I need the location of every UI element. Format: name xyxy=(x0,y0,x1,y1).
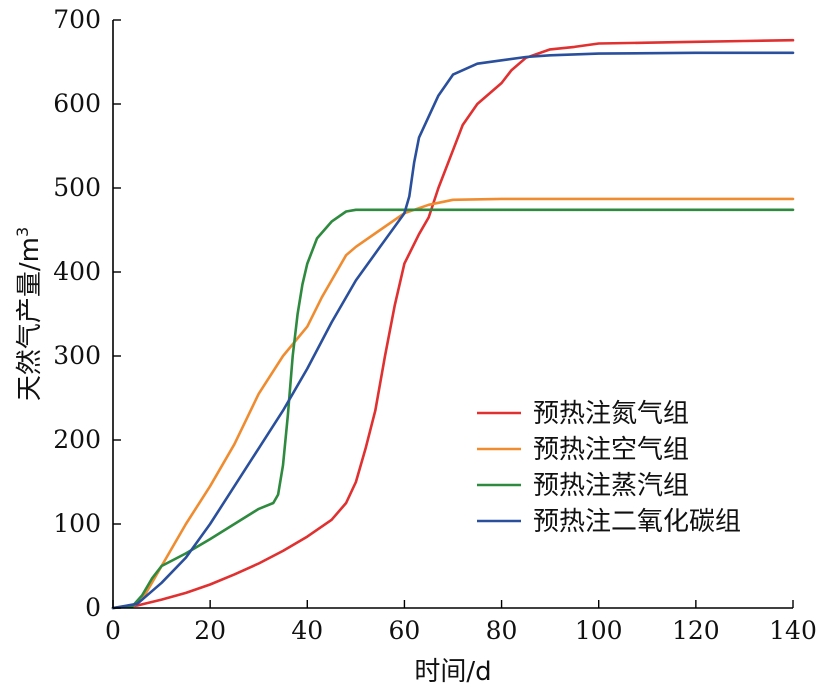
ticks-layer: 0 20 40 60 80 100 120 140 0 100 200 300 400 500 600 700 xyxy=(53,5,817,645)
x-tick-label: 0 xyxy=(105,616,121,645)
series-layer xyxy=(111,38,795,610)
legend-label: 预热注二氧化碳组 xyxy=(533,507,741,537)
y-tick-label: 600 xyxy=(53,89,101,118)
x-tick-label: 100 xyxy=(575,616,623,645)
series-line xyxy=(111,38,795,610)
y-tick-label: 500 xyxy=(53,173,101,202)
x-tick-label: 140 xyxy=(769,616,817,645)
y-tick-label: 100 xyxy=(53,509,101,538)
series-line xyxy=(111,197,795,610)
legend-label: 预热注蒸汽组 xyxy=(533,471,689,501)
legend-item: 预热注氮气组 xyxy=(477,399,689,429)
y-axis-title-superscript: 3 xyxy=(13,227,32,237)
x-tick-label: 60 xyxy=(389,616,421,645)
y-tick-label: 200 xyxy=(53,425,101,454)
x-tick-label: 120 xyxy=(672,616,720,645)
x-tick-label: 20 xyxy=(194,616,226,645)
y-axis-title: 天然气产量/m3 xyxy=(13,227,45,401)
y-tick-label: 400 xyxy=(53,257,101,286)
series-line xyxy=(111,51,795,610)
legend-label: 预热注氮气组 xyxy=(533,399,689,429)
y-tick-label: 700 xyxy=(53,5,101,34)
y-tick-label: 300 xyxy=(53,341,101,370)
x-tick-label: 40 xyxy=(291,616,323,645)
legend-label: 预热注空气组 xyxy=(533,435,689,465)
x-axis-title: 时间/d xyxy=(414,657,491,687)
x-tick-label: 80 xyxy=(486,616,518,645)
legend-item: 预热注蒸汽组 xyxy=(477,471,689,501)
legend-item: 预热注二氧化碳组 xyxy=(477,507,741,537)
axes-layer xyxy=(112,20,793,609)
y-tick-label: 0 xyxy=(85,593,101,622)
y-axis-title-main: 天然气产量/m xyxy=(15,237,45,401)
legend-item: 预热注空气组 xyxy=(477,435,689,465)
series-line xyxy=(111,208,795,610)
